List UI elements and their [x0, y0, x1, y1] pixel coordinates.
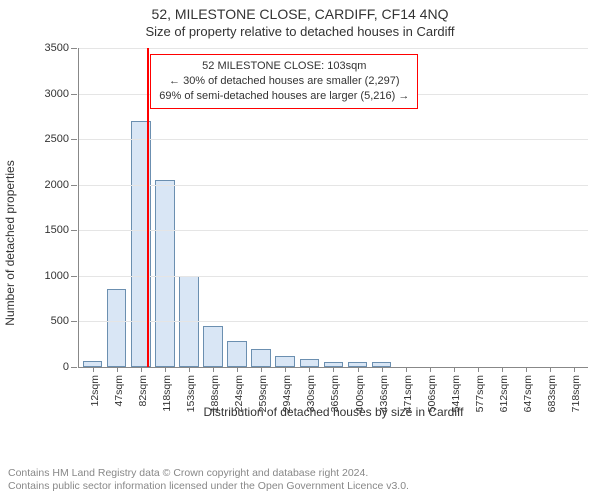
annotation-line: 52 MILESTONE CLOSE: 103sqm — [159, 59, 409, 74]
y-tick — [71, 321, 77, 322]
grid-line — [79, 276, 588, 277]
y-tick-label: 0 — [63, 361, 69, 373]
histogram-bar — [107, 289, 127, 367]
grid-line — [79, 230, 588, 231]
x-tick — [358, 367, 359, 372]
chart-container: 52, MILESTONE CLOSE, CARDIFF, CF14 4NQ S… — [0, 0, 600, 500]
x-tick — [93, 367, 94, 372]
histogram-bar — [251, 349, 271, 367]
footer-line: Contains HM Land Registry data © Crown c… — [8, 467, 409, 481]
page-title: 52, MILESTONE CLOSE, CARDIFF, CF14 4NQ — [0, 0, 600, 22]
reference-marker-line — [147, 48, 149, 367]
x-tick — [454, 367, 455, 372]
x-tick — [502, 367, 503, 372]
histogram-bar — [300, 359, 320, 367]
bar-slot: 47sqm — [105, 48, 128, 367]
y-tick — [71, 139, 77, 140]
grid-line — [79, 321, 588, 322]
x-tick — [141, 367, 142, 372]
footer-attribution: Contains HM Land Registry data © Crown c… — [8, 467, 409, 494]
x-tick — [117, 367, 118, 372]
histogram-bar — [227, 341, 247, 367]
y-axis-label: Number of detached properties — [3, 160, 17, 325]
chart-area: Number of detached properties 12sqm47sqm… — [34, 48, 588, 424]
x-tick-label: 47sqm — [113, 375, 125, 407]
x-tick — [165, 367, 166, 372]
y-tick-label: 2500 — [45, 133, 69, 145]
annotation-box: 52 MILESTONE CLOSE: 103sqm ← 30% of deta… — [150, 54, 418, 109]
histogram-bar — [155, 180, 175, 367]
bar-slot: 506sqm — [418, 48, 441, 367]
annotation-line: ← 30% of detached houses are smaller (2,… — [159, 74, 409, 89]
x-tick — [261, 367, 262, 372]
x-tick — [237, 367, 238, 372]
y-tick-label: 1500 — [45, 224, 69, 236]
x-tick — [189, 367, 190, 372]
x-tick — [309, 367, 310, 372]
y-tick-label: 500 — [51, 315, 69, 327]
grid-line — [79, 48, 588, 49]
x-tick — [430, 367, 431, 372]
y-tick-label: 3000 — [45, 88, 69, 100]
footer-line: Contains public sector information licen… — [8, 480, 409, 494]
bar-slot: 577sqm — [467, 48, 490, 367]
x-tick — [478, 367, 479, 372]
x-tick — [550, 367, 551, 372]
y-tick — [71, 94, 77, 95]
x-tick — [382, 367, 383, 372]
page-subtitle: Size of property relative to detached ho… — [0, 22, 600, 45]
x-tick — [285, 367, 286, 372]
bar-slot: 647sqm — [515, 48, 538, 367]
grid-line — [79, 139, 588, 140]
x-tick — [406, 367, 407, 372]
x-tick — [574, 367, 575, 372]
x-tick — [333, 367, 334, 372]
y-tick — [71, 276, 77, 277]
histogram-bar — [275, 356, 295, 367]
x-tick — [213, 367, 214, 372]
x-tick — [526, 367, 527, 372]
bar-slot: 612sqm — [491, 48, 514, 367]
x-tick-label: 82sqm — [137, 375, 149, 407]
x-axis-label: Distribution of detached houses by size … — [79, 405, 588, 419]
histogram-bar — [203, 326, 223, 367]
y-tick — [71, 185, 77, 186]
x-tick-label: 12sqm — [89, 375, 101, 407]
y-tick-label: 2000 — [45, 179, 69, 191]
bar-slot: 718sqm — [563, 48, 586, 367]
plot-region: 12sqm47sqm82sqm118sqm153sqm188sqm224sqm2… — [78, 48, 588, 368]
grid-line — [79, 185, 588, 186]
annotation-line: 69% of semi-detached houses are larger (… — [159, 89, 409, 104]
bar-slot: 541sqm — [442, 48, 465, 367]
y-tick-label: 1000 — [45, 270, 69, 282]
bar-slot: 12sqm — [81, 48, 104, 367]
y-tick-label: 3500 — [45, 42, 69, 54]
y-tick — [71, 48, 77, 49]
y-tick — [71, 230, 77, 231]
y-tick — [71, 367, 77, 368]
bar-slot: 683sqm — [539, 48, 562, 367]
